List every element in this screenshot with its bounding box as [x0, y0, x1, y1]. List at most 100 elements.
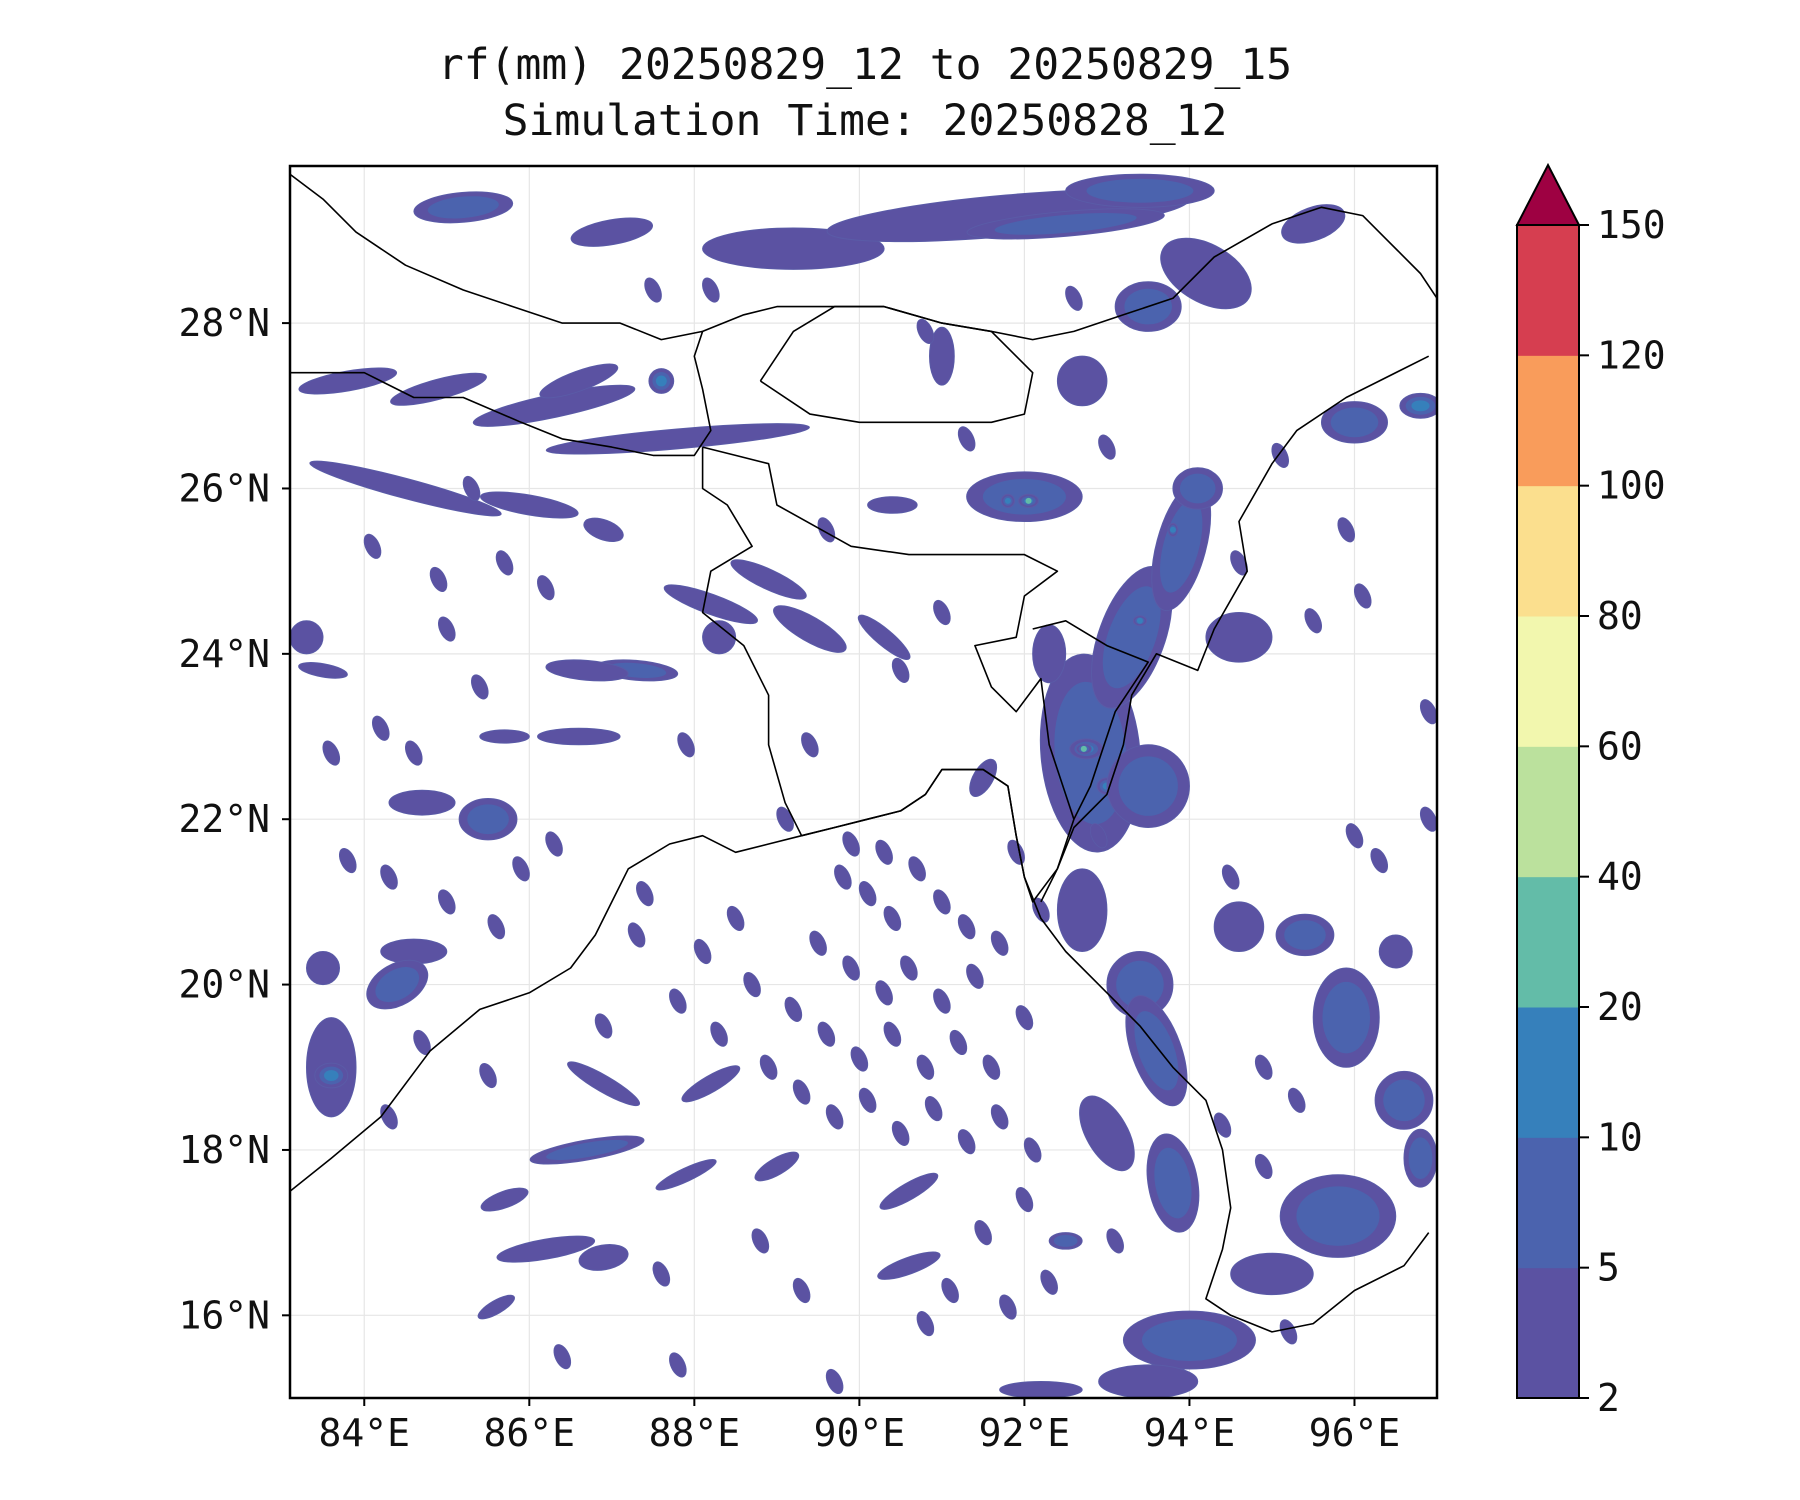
india-ne-border — [1032, 619, 1149, 820]
rain-cell — [529, 1135, 645, 1165]
rain-contour-level-1 — [306, 951, 341, 986]
rain-cell — [583, 517, 624, 543]
rain-contour-level-3 — [655, 375, 667, 387]
rain-speckle — [891, 657, 910, 683]
rain-cell — [570, 217, 654, 247]
rain-speckle — [875, 980, 893, 1006]
rain-speckle — [834, 864, 852, 890]
rain-speckle — [429, 566, 448, 592]
rain-speckle — [842, 955, 860, 981]
lon-tick-label: 90°E — [814, 1411, 906, 1455]
colorbar-tick-label: 5 — [1597, 1246, 1620, 1290]
rain-cell — [655, 1159, 717, 1191]
rain-contour-level-1 — [999, 1380, 1083, 1398]
rain-contour-level-2 — [1330, 407, 1379, 438]
rain-speckle — [371, 715, 390, 741]
rain-speckle — [1023, 1137, 1042, 1163]
rain-speckle — [644, 277, 662, 303]
rain-contour-level-1 — [545, 659, 629, 682]
rain-speckle — [974, 1220, 992, 1246]
rain-cell — [1151, 481, 1212, 612]
rain-speckle — [437, 616, 456, 642]
rain-contour-level-1 — [545, 423, 810, 455]
lon-tick-label: 88°E — [649, 1411, 741, 1455]
rain-speckle — [553, 1344, 572, 1370]
rain-speckle — [462, 475, 481, 502]
rain-speckle — [883, 905, 902, 931]
rain-speckle — [404, 740, 423, 766]
rain-speckle — [669, 1352, 687, 1378]
colorbar-tick-label: 120 — [1597, 333, 1666, 377]
rain-contour-level-3 — [1136, 617, 1143, 624]
rain-contour-level-2 — [1116, 960, 1164, 1009]
rain-speckle — [858, 881, 877, 907]
rain-cell — [537, 727, 621, 746]
rain-cell — [1279, 1174, 1397, 1258]
rain-contour-level-1 — [537, 727, 621, 746]
longitude-ticks: 84°E 86°E 88°E 90°E 92°E 94°E 96°E — [319, 1398, 1401, 1455]
rain-speckle — [710, 1021, 728, 1047]
rain-speckle — [470, 674, 489, 700]
rain-speckle — [1271, 442, 1290, 468]
rain-speckle — [322, 740, 341, 766]
rain-speckle — [1419, 806, 1437, 832]
rain-contour-level-1 — [480, 1187, 529, 1212]
rain-speckle — [858, 1087, 877, 1113]
rain-cell — [390, 372, 487, 406]
rain-cell — [1312, 967, 1380, 1068]
rain-speckle — [751, 1228, 770, 1254]
rain-cell — [681, 1065, 741, 1103]
rain-contour-level-1 — [1160, 237, 1252, 310]
rain-speckle — [957, 1129, 976, 1155]
rain-speckle — [1419, 699, 1437, 725]
rain-speckle — [1345, 823, 1364, 849]
rain-cell — [480, 491, 579, 519]
colorbar-segment — [1517, 1267, 1579, 1399]
rain-speckle — [1015, 1187, 1034, 1213]
rain-speckle — [759, 1054, 778, 1080]
rain-speckle — [363, 533, 382, 559]
rain-cell — [702, 620, 737, 655]
rain-speckle — [891, 1120, 910, 1146]
rain-contour-level-1 — [496, 1235, 596, 1263]
rain-contour-level-1 — [681, 1065, 741, 1103]
lat-tick-label: 20°N — [178, 963, 270, 1007]
rain-speckle — [669, 988, 687, 1014]
rain-contour-level-1 — [388, 789, 456, 816]
lon-tick-label: 96°E — [1309, 1411, 1401, 1455]
rain-cell — [413, 191, 514, 224]
rain-cell — [298, 367, 398, 395]
rain-contour-level-2 — [1322, 981, 1370, 1054]
rain-speckle — [1370, 848, 1389, 874]
rain-cell — [730, 559, 807, 600]
rain-cell — [867, 496, 918, 514]
bhutan-border — [759, 305, 1034, 424]
colorbar-tick-label: 10 — [1597, 1115, 1643, 1159]
rain-cell — [1281, 204, 1346, 244]
rain-contour-level-1 — [539, 363, 619, 399]
rain-speckle — [883, 1021, 902, 1047]
rainfall-contours — [290, 173, 1437, 1398]
rain-cell — [567, 1061, 641, 1107]
colorbar-tick-label: 150 — [1597, 203, 1666, 247]
rain-cell — [545, 423, 810, 455]
rain-cell — [496, 1235, 596, 1263]
rain-cell — [1213, 901, 1265, 953]
rain-speckle — [957, 426, 976, 452]
rain-cell — [388, 789, 456, 816]
bangladesh-border — [701, 446, 1075, 903]
rain-cell — [1098, 1364, 1199, 1398]
rain-cell — [857, 614, 911, 660]
rain-speckle — [916, 1054, 935, 1080]
rain-cell — [1378, 934, 1413, 969]
rain-contour-level-1 — [1378, 934, 1413, 969]
lon-tick-label: 84°E — [319, 1411, 411, 1455]
colorbar-tick-label: 60 — [1597, 724, 1643, 768]
rain-cell — [314, 1062, 349, 1089]
rain-contour-level-1 — [1213, 901, 1265, 953]
rain-contour-level-2 — [546, 1139, 629, 1161]
rain-speckle — [933, 599, 951, 626]
lon-tick-label: 94°E — [1144, 1411, 1236, 1455]
rain-contour-level-2 — [1408, 1137, 1433, 1180]
latitude-ticks: 16°N 18°N 20°N 22°N 24°N 26°N 28°N — [178, 301, 290, 1337]
